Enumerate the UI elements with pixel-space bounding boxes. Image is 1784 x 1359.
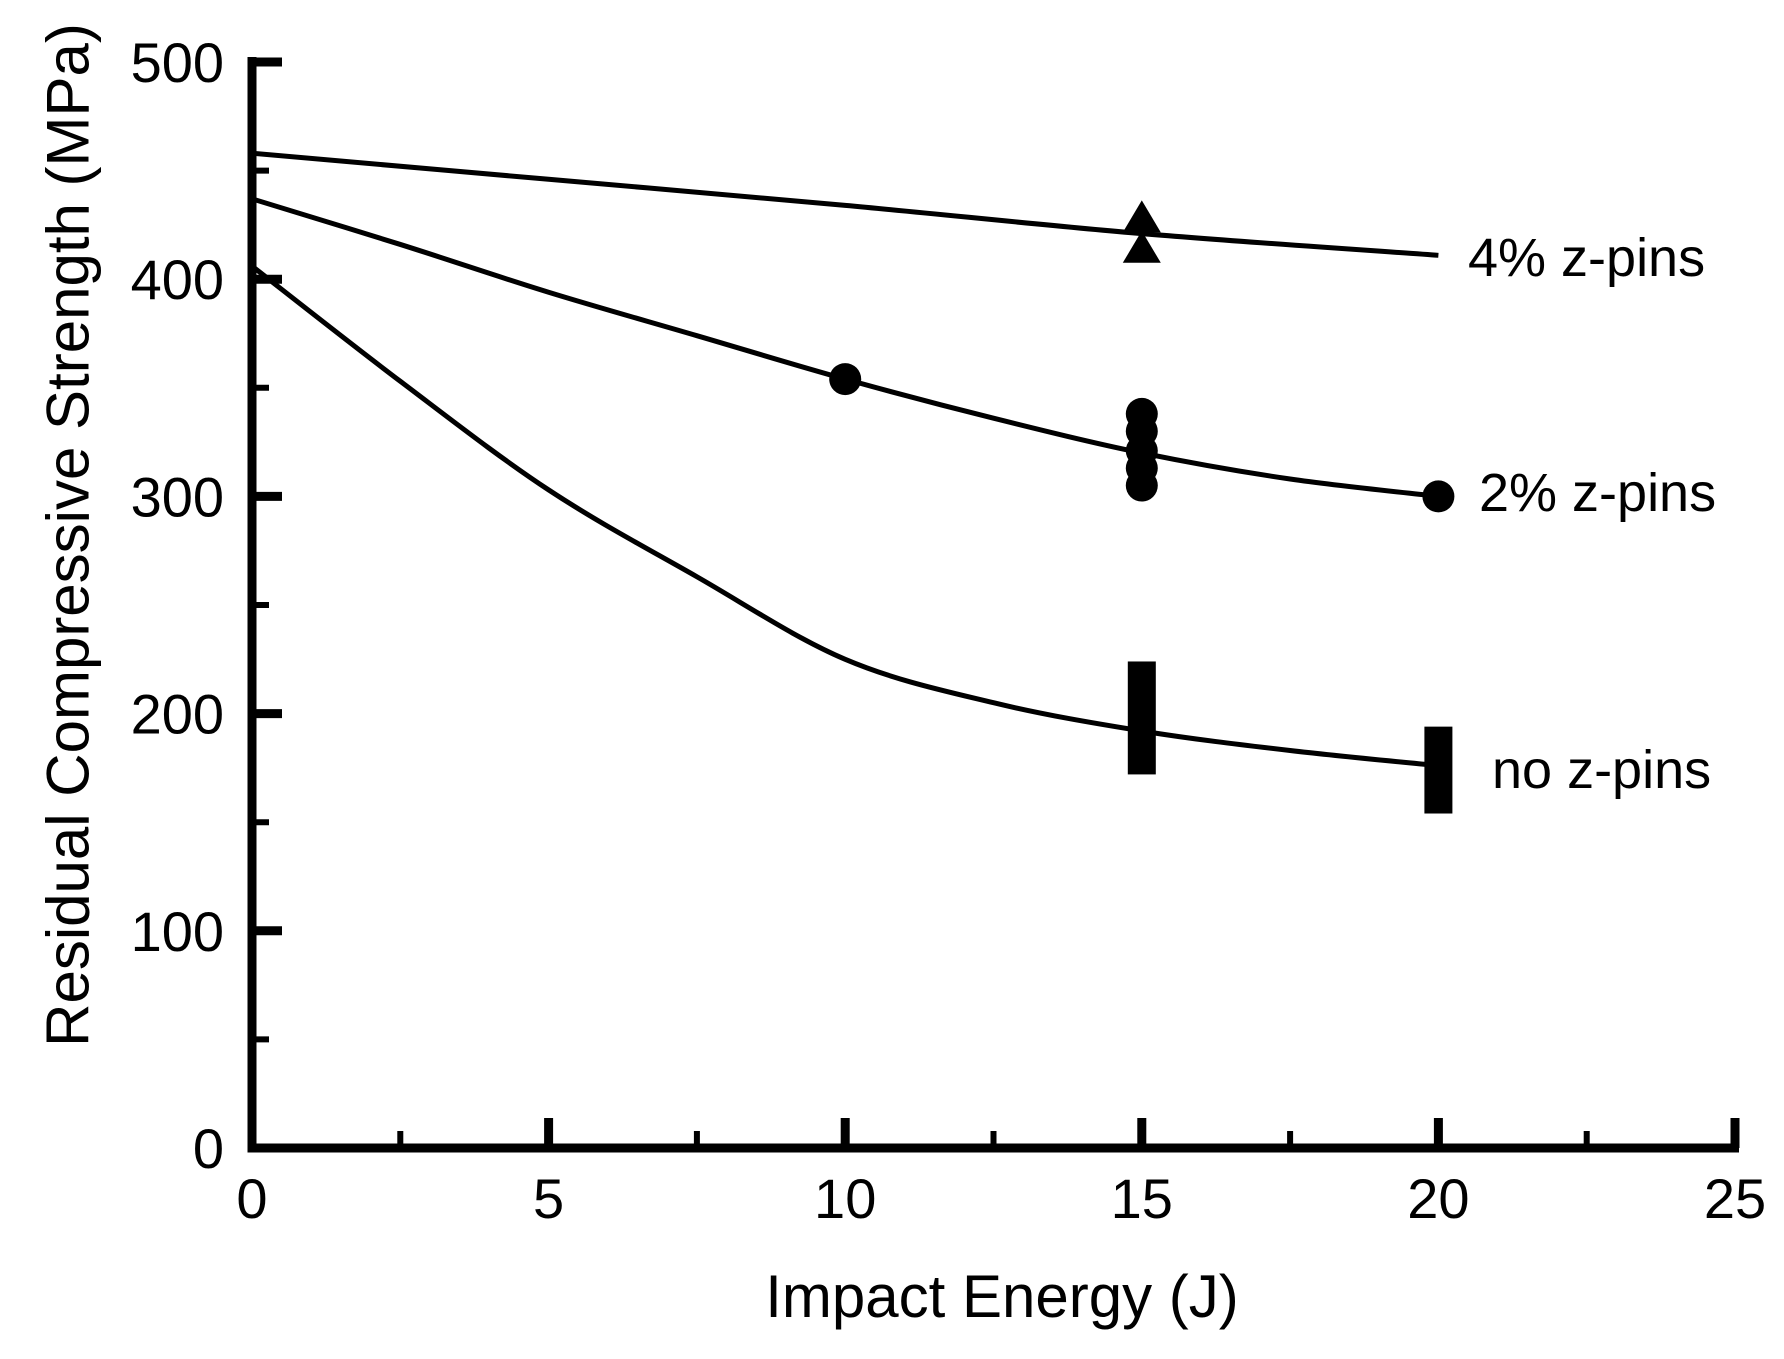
series-curve (250, 264, 1439, 769)
series-label-2pct-z-pins: 2% z-pins (1479, 463, 1717, 523)
y-tick-label: 500 (131, 31, 224, 94)
range-bar-marker (1127, 661, 1156, 775)
tick-labels: 0 5 10 15 20 25 0 100 200 300 400 500 (131, 31, 1767, 1230)
series-4-z-pins (251, 150, 1439, 263)
y-axis-title: Residual Compressive Strength (MPa) (34, 23, 102, 1047)
axis-lines (247, 57, 1739, 1153)
circle-marker (1125, 469, 1158, 502)
circle-marker (1422, 480, 1455, 513)
series-label-4pct-z-pins: 4% z-pins (1468, 228, 1706, 288)
x-tick-label: 20 (1407, 1167, 1469, 1230)
y-tick-label: 400 (131, 248, 224, 311)
range-bar-marker (1424, 726, 1453, 814)
x-tick-label: 25 (1704, 1167, 1766, 1230)
x-tick-label: 5 (533, 1167, 564, 1230)
x-axis-title: Impact Energy (J) (765, 1263, 1239, 1330)
series-curve (251, 150, 1439, 258)
y-tick-label: 0 (193, 1117, 224, 1180)
x-tick-label: 0 (236, 1167, 267, 1230)
series-no-z-pins (250, 264, 1453, 814)
x-tick-label: 15 (1111, 1167, 1173, 1230)
y-tick-label: 200 (131, 683, 224, 746)
circle-marker (829, 363, 862, 396)
y-tick-label: 100 (131, 900, 224, 963)
axes (247, 57, 1740, 1153)
x-tick-label: 10 (814, 1167, 876, 1230)
series-label-no-z-pins: no z-pins (1492, 740, 1712, 800)
triangle-marker (1122, 200, 1161, 233)
y-tick-label: 300 (131, 465, 224, 528)
triangle-marker (1122, 230, 1161, 263)
series-2-z-pins (251, 196, 1455, 513)
